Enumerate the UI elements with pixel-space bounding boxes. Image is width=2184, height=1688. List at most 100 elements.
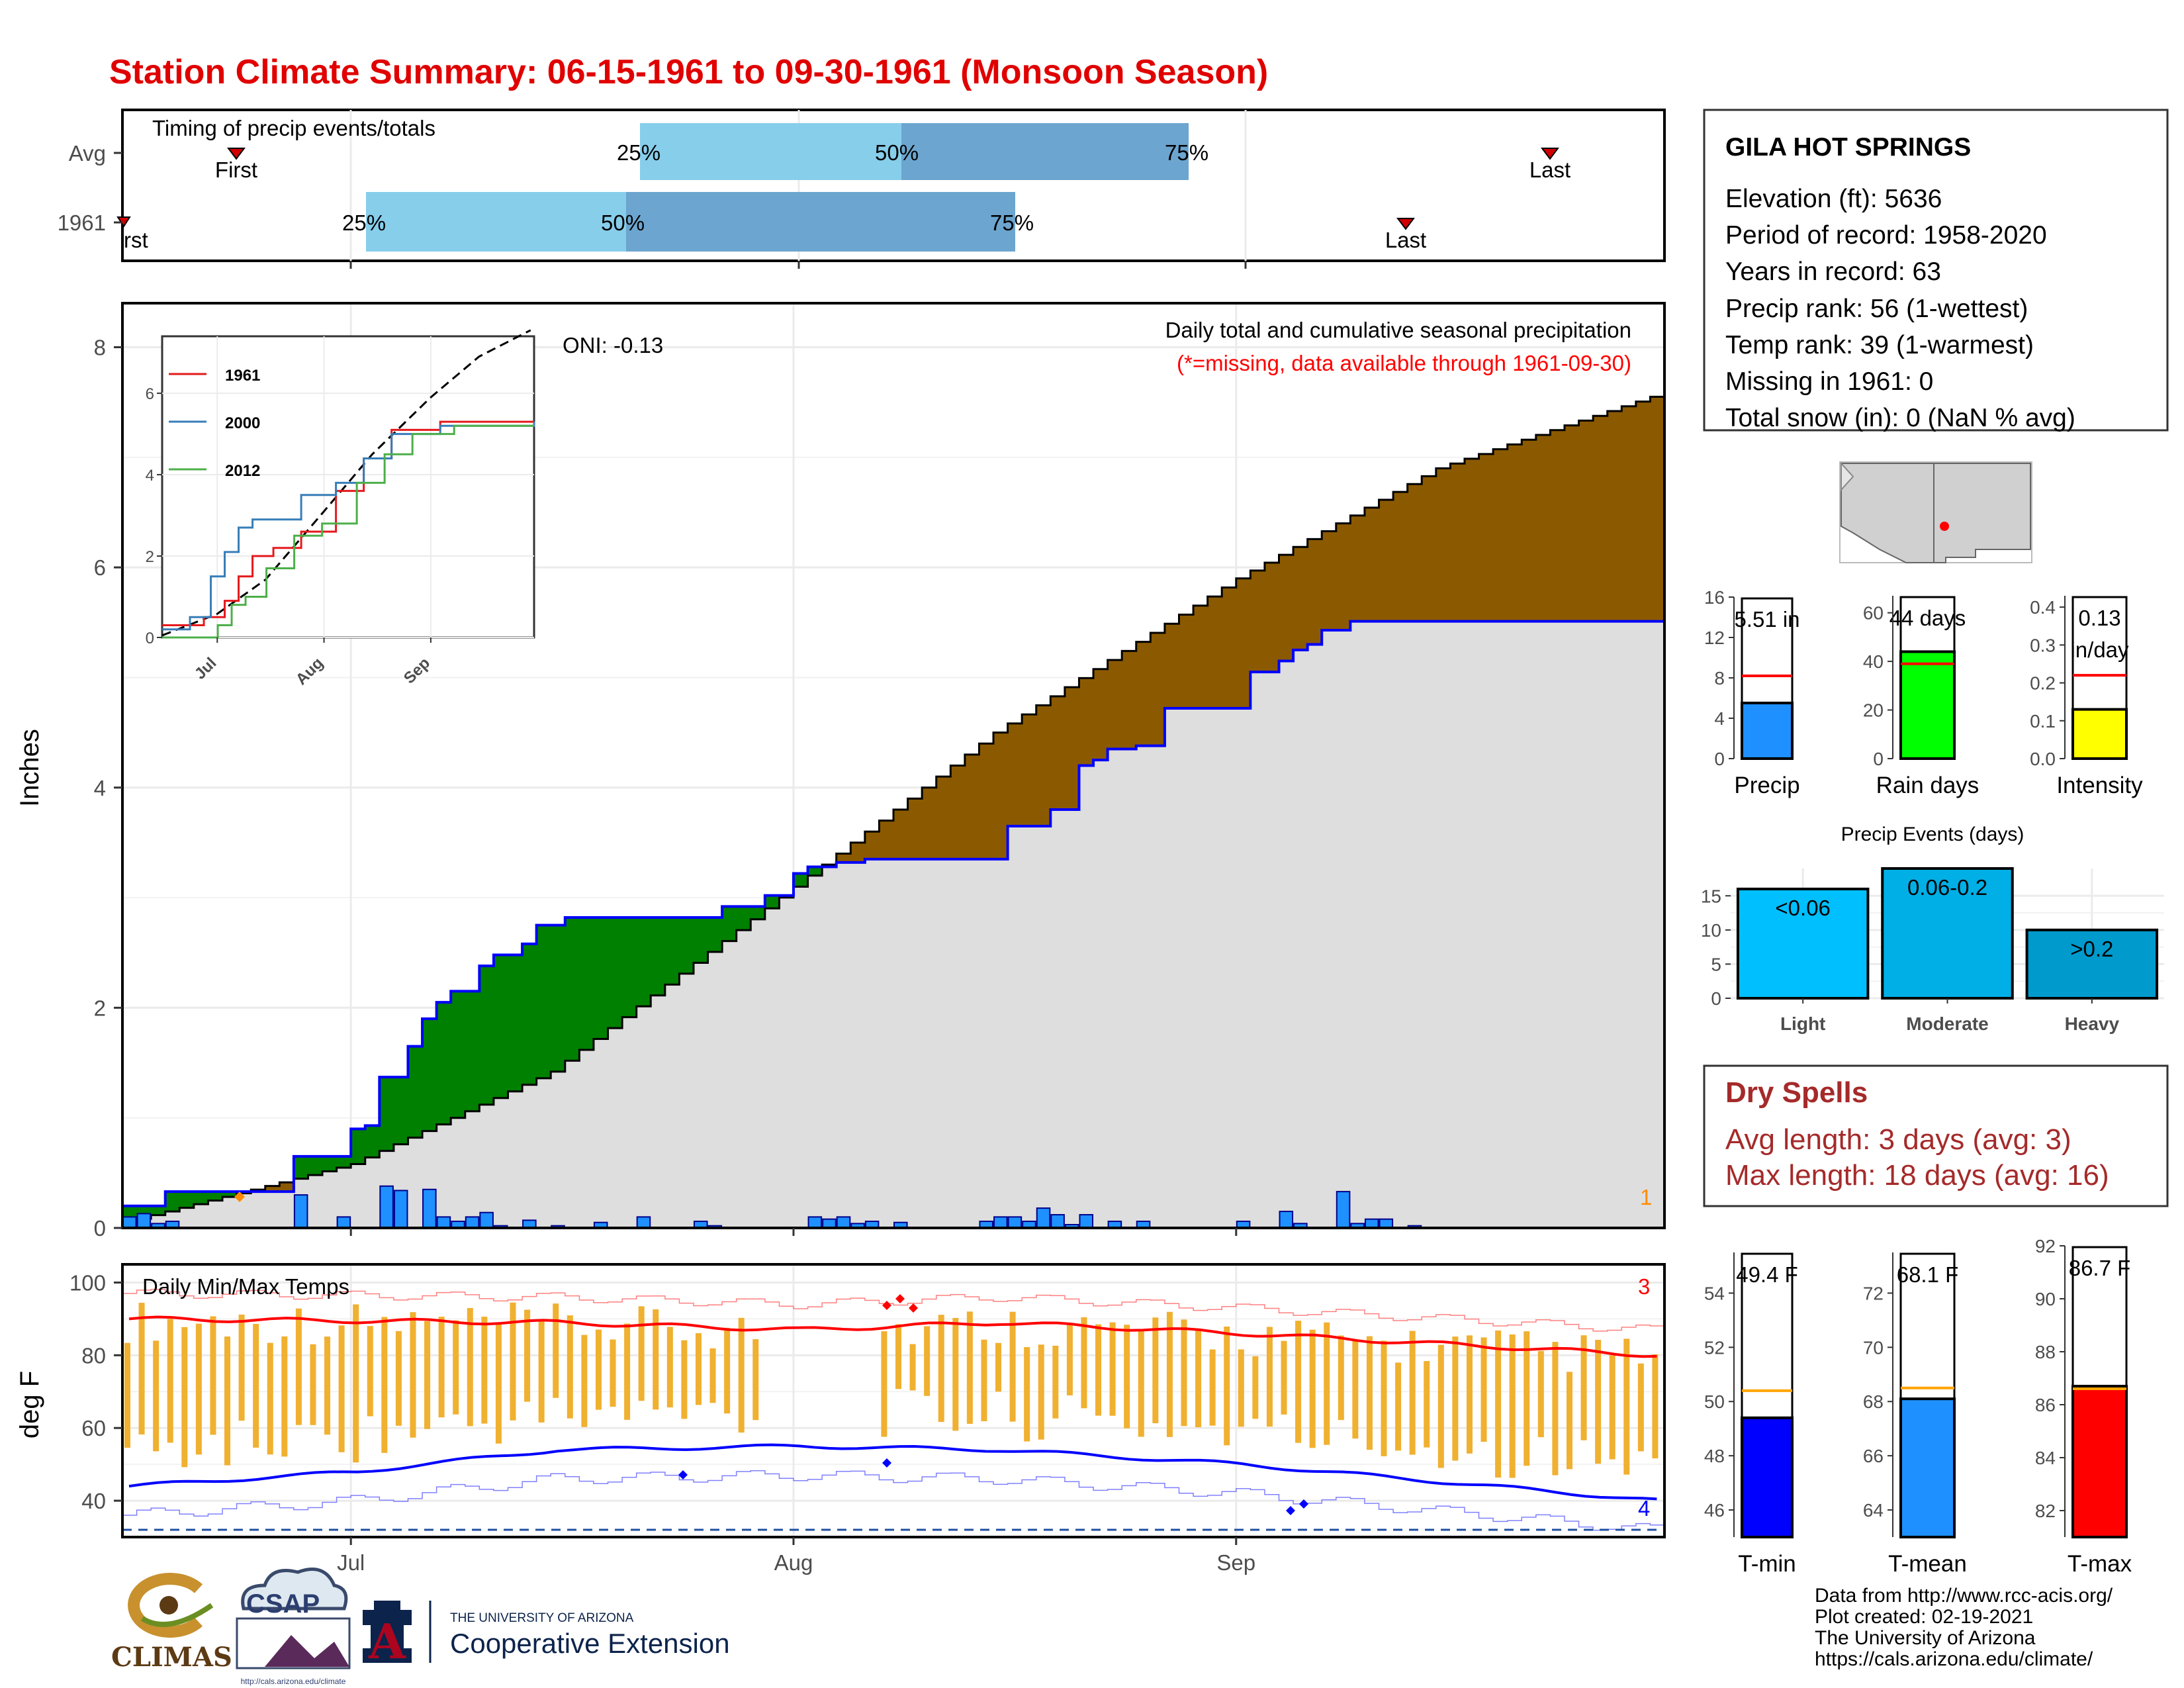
daily-temp-range-bar <box>453 1320 459 1415</box>
csap-logo: CSAP http://cals.arizona.edu/climate <box>236 1568 351 1686</box>
below-average-fill <box>864 831 880 859</box>
intensity-value-label: 0.13 <box>2078 606 2120 630</box>
daily-temp-range-bar <box>467 1308 473 1427</box>
daily-temp-range-bar <box>1381 1340 1387 1456</box>
tmean-ytick: 72 <box>1863 1283 1884 1303</box>
below-average-fill <box>1393 492 1408 622</box>
events-value-label: >0.2 <box>2070 937 2113 961</box>
temp-plot-bg <box>122 1264 1664 1537</box>
credits: Data from http://www.rcc-acis.org/ Plot … <box>1815 1585 2113 1670</box>
below-average-fill <box>1050 696 1066 810</box>
tmax-value-label: 86.7 F <box>2069 1256 2131 1280</box>
daily-temp-range-bar <box>195 1323 202 1455</box>
page-title: Station Climate Summary: 06-15-1961 to 0… <box>109 53 1268 91</box>
daily-temp-range-bar <box>1552 1342 1559 1476</box>
climas-logo: CLIMAS <box>111 1573 232 1673</box>
daily-precip-bar <box>1279 1211 1294 1229</box>
daily-temp-range-bar <box>1452 1336 1459 1461</box>
daily-temp-range-bar <box>881 1331 887 1437</box>
record-min-line <box>122 1470 1664 1531</box>
below-average-fill <box>1193 605 1208 709</box>
record-temp-marker <box>895 1294 905 1303</box>
temp-xtick: Jul <box>337 1550 365 1575</box>
yr-bar-50-75 <box>626 192 1015 252</box>
events-ytick: 15 <box>1701 886 1721 906</box>
daily-temp-range-bar <box>253 1323 259 1448</box>
above-average-fill <box>408 1046 423 1138</box>
rain-days-ytick: 40 <box>1863 651 1884 672</box>
dry-spells-frame <box>1703 1064 2169 1207</box>
intensity-ytick: 0.0 <box>2030 749 2056 769</box>
daily-temp-range-bar <box>624 1323 631 1420</box>
inset-legend-label: 2000 <box>225 414 260 432</box>
tmean-value-label: 68.1 F <box>1897 1262 1959 1287</box>
avg-first-marker <box>227 148 246 160</box>
below-average-fill <box>979 743 994 859</box>
events-ytick: 0 <box>1711 988 1721 1009</box>
mini-bar-charts: 0 4 8 12 16 5.51 in Precip 0 20 40 60 44 days Rain d… <box>1704 587 2143 798</box>
below-average-fill <box>1222 587 1237 709</box>
below-average-fill <box>893 810 909 859</box>
credit-line-4: https://cals.arizona.edu/climate/ <box>1815 1648 2093 1670</box>
daily-precip-bar <box>122 1216 137 1229</box>
below-average-fill <box>1293 547 1308 650</box>
daily-temp-range-bar <box>1295 1321 1302 1443</box>
record-temp-marker <box>1286 1506 1295 1515</box>
station-name: GILA HOT SPRINGS <box>1725 133 1971 162</box>
rain-days-ytick: 20 <box>1863 700 1884 721</box>
daily-temp-range-bar <box>567 1315 573 1419</box>
temperature-bar-charts: 46 48 50 52 54 49.4 F T-min 64 66 68 70 72 68.1 F T-m… <box>1704 1236 2134 1577</box>
intensity-bar <box>2071 708 2128 761</box>
tmax-bar <box>2071 1385 2128 1538</box>
above-average-fill <box>764 895 780 909</box>
below-average-fill <box>1593 416 1608 622</box>
daily-temp-range-bar <box>181 1327 188 1468</box>
daily-temp-range-bar <box>1437 1344 1444 1468</box>
ua-logo: A THE UNIVERSITY OF ARIZONA Cooperative … <box>363 1601 730 1669</box>
inset-ytick: 6 <box>146 385 154 403</box>
yr-first-label: rst <box>124 228 148 252</box>
temp-panel: 40 60 80 100 Jul Aug Sep Daily Min/Max Temps d… <box>15 1263 1666 1575</box>
above-average-fill <box>565 917 580 1061</box>
daily-temp-range-bar <box>995 1342 1002 1392</box>
daily-precip-bar <box>479 1211 494 1229</box>
below-average-fill <box>1407 484 1422 622</box>
daily-temp-range-bar <box>938 1315 944 1423</box>
ua-big-text: Cooperative Extension <box>450 1628 730 1659</box>
oni-label: ONI: -0.13 <box>563 333 663 357</box>
above-average-fill <box>807 867 823 876</box>
timing-row-avg: Avg <box>69 141 106 165</box>
daily-temp-range-bar <box>1338 1335 1344 1421</box>
daily-temp-range-bar <box>381 1317 388 1453</box>
intensity-label: Intensity <box>2056 773 2143 798</box>
below-average-fill <box>265 1186 280 1192</box>
below-average-fill <box>1650 397 1665 622</box>
daily-temp-range-bar <box>1580 1335 1587 1440</box>
daily-temp-range-bar <box>610 1339 616 1407</box>
precip-ytick: 8 <box>94 336 106 360</box>
daily-precip-bar <box>1036 1207 1051 1229</box>
daily-temp-range-bar <box>167 1319 173 1443</box>
daily-temp-range-bar <box>709 1348 716 1403</box>
above-average-fill <box>436 1002 451 1125</box>
avg-bar-50-75 <box>901 123 1189 180</box>
below-average-fill <box>993 732 1009 859</box>
below-average-fill <box>1122 651 1137 749</box>
daily-temp-range-bar <box>353 1304 359 1463</box>
tmean-ytick: 68 <box>1863 1391 1884 1412</box>
daily-temp-range-bar <box>138 1303 145 1434</box>
above-average-fill <box>736 906 751 931</box>
timing-row-year: 1961 <box>58 211 106 235</box>
above-average-fill <box>593 917 609 1039</box>
daily-temp-range-bar <box>510 1302 516 1421</box>
above-average-fill <box>493 955 509 1098</box>
daily-temp-range-bar <box>1081 1317 1087 1409</box>
yr-bar-25-50 <box>366 192 626 252</box>
above-average-fill <box>636 917 651 1007</box>
tmin-ytick: 50 <box>1704 1391 1725 1412</box>
inset-series-line <box>162 420 534 627</box>
daily-temp-range-bar <box>1252 1356 1259 1419</box>
daily-temp-range-bar <box>1181 1319 1187 1427</box>
above-average-fill <box>479 966 494 1105</box>
